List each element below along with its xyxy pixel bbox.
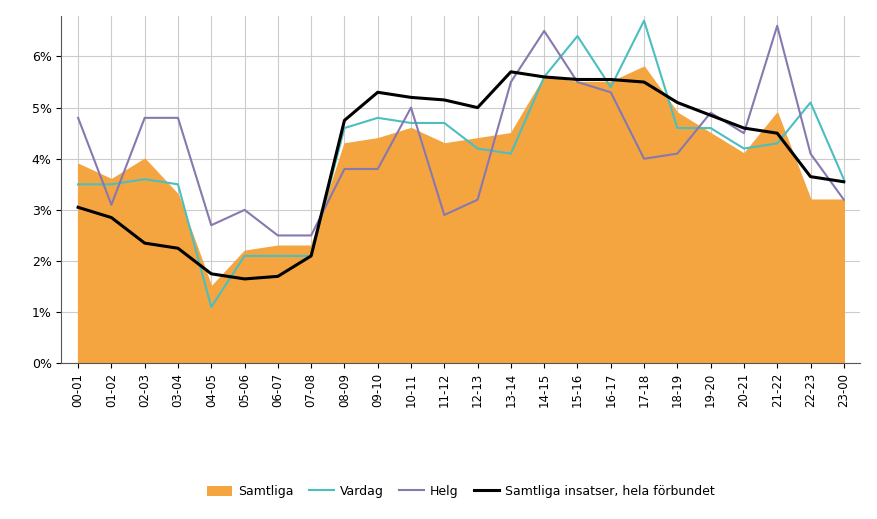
Legend: Samtliga, Vardag, Helg, Samtliga insatser, hela förbundet: Samtliga, Vardag, Helg, Samtliga insatse… xyxy=(202,480,719,503)
